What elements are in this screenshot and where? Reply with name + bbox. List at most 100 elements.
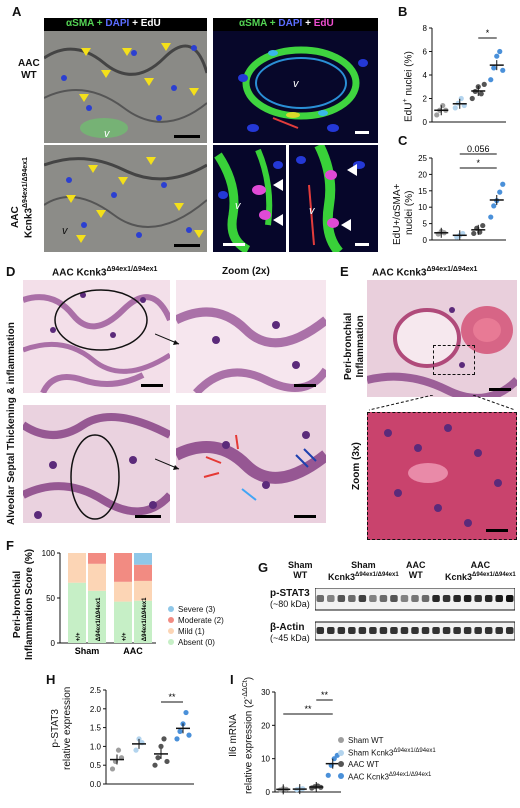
panel-d-label: D xyxy=(6,264,16,279)
g-group-3-l1: AAC xyxy=(406,560,426,570)
y-tick-label: 100 xyxy=(42,549,56,558)
g-group-2-l2: Kcnk3 xyxy=(328,572,356,582)
group-legend-item: AAC WT xyxy=(338,759,436,770)
p-stat3-band xyxy=(463,595,472,602)
f-legend-label: Moderate (2) xyxy=(178,616,224,625)
a-row2-sup: Δ94ex1/Δ94ex1 xyxy=(22,157,29,208)
a-header-dapi-r: DAPI xyxy=(278,18,303,29)
chart-c: 0 5 10 15 20 25 0.056 * xyxy=(418,144,506,245)
data-point xyxy=(186,732,192,738)
histo-e1 xyxy=(367,280,517,397)
y-tick-label: 1.5 xyxy=(90,724,102,733)
y-tick-label: 15 xyxy=(418,187,427,196)
data-point xyxy=(481,81,487,87)
y-tick-label: 20 xyxy=(418,170,427,179)
data-point xyxy=(452,105,458,111)
y-tick-label: 0 xyxy=(266,788,271,797)
f-legend-swatch xyxy=(168,628,174,634)
stacked-bar-segment xyxy=(68,553,86,583)
g-blot-1-label: p-STAT3 (~80 kDa) xyxy=(270,588,310,610)
h-ylabel-line2: relative expression xyxy=(62,686,73,770)
histo-e2 xyxy=(367,412,517,540)
histo-d3 xyxy=(23,405,170,523)
y-tick-label: 10 xyxy=(261,755,270,764)
e-title-sup: Δ94ex1/Δ94ex1 xyxy=(426,266,478,273)
micro-a4: v xyxy=(213,145,286,252)
group-legend-swatch xyxy=(338,760,344,767)
data-point xyxy=(152,762,158,768)
panel-c-label: C xyxy=(398,133,408,148)
p-stat3-band xyxy=(400,595,409,602)
beta-actin-band xyxy=(337,627,346,634)
data-point xyxy=(500,67,506,73)
a-header-edu-r: EdU xyxy=(313,18,334,29)
c-ylabel-line1: EdU+/αSMA+ xyxy=(392,183,403,245)
p-stat3-band xyxy=(442,595,451,602)
group-legend-label: AAC Kcnk3 xyxy=(348,772,389,782)
g-blot-2-size: (~45 kDa) xyxy=(270,633,310,643)
y-tick-label: 10 xyxy=(418,203,427,212)
significance-label: ** xyxy=(168,692,176,702)
e-side-line1: Peri-bronchial xyxy=(343,312,354,380)
chart-b: 0 2 4 6 8 * xyxy=(423,24,506,127)
micro-a5: v xyxy=(289,145,378,252)
f-legend-label: Severe (3) xyxy=(178,605,216,614)
beta-actin-band xyxy=(379,627,388,634)
p-stat3-band xyxy=(505,595,514,602)
data-point xyxy=(161,736,167,742)
e-side-line2: Inflammation xyxy=(355,315,366,378)
a2-vessel-label: v xyxy=(293,78,299,90)
bar-genotype-label: Δ94ex1/Δ94ex1 xyxy=(96,597,102,641)
a1-scale-bar xyxy=(174,135,200,138)
g-group-4-l1: AAC xyxy=(470,560,491,570)
g-group-2-l1: Sham xyxy=(351,560,376,570)
data-point xyxy=(158,743,164,749)
g-group-2-sup: Δ94ex1/Δ94ex1 xyxy=(355,572,399,578)
a3-vessel-label: v xyxy=(62,225,68,237)
stacked-bar-segment xyxy=(134,553,152,565)
p-stat3-band xyxy=(421,595,430,602)
group-legend-item: AAC Kcnk3Δ94ex1/Δ94ex1 xyxy=(338,770,436,783)
data-point xyxy=(497,48,503,55)
a-row1-label: AAC WT xyxy=(18,58,40,82)
beta-actin-band xyxy=(358,627,367,634)
data-point xyxy=(109,766,116,772)
p-stat3-band xyxy=(432,595,440,602)
e-zoom-box xyxy=(433,345,475,375)
h-ylabel: p-STAT3 relative expression xyxy=(50,687,74,770)
f-legend: Severe (3) Moderate (2) Mild (1) Absent (0) xyxy=(168,604,224,648)
d-zoom-arrow-2 xyxy=(155,458,180,470)
y-tick-label: 6 xyxy=(423,48,428,57)
beta-actin-band xyxy=(390,627,398,634)
a3-scale-bar xyxy=(174,244,200,247)
significance-label: 0.056 xyxy=(467,144,490,154)
a-header-sma-r: αSMA + xyxy=(239,18,279,29)
d-title-sup: Δ94ex1/Δ94ex1 xyxy=(106,266,158,273)
p-stat3-band xyxy=(316,595,325,602)
stacked-bar-segment xyxy=(134,564,152,581)
stacked-bar-segment xyxy=(114,601,132,643)
group-legend-sup: Δ94ex1/Δ94ex1 xyxy=(393,748,436,754)
data-point xyxy=(471,230,477,237)
f-legend-label: Absent (0) xyxy=(178,638,215,647)
f-legend-item: Absent (0) xyxy=(168,637,224,648)
beta-actin-band xyxy=(432,627,440,634)
a-row1-line1: AAC xyxy=(18,58,40,69)
stacked-bar-segment xyxy=(114,553,132,582)
e-title: AAC Kcnk3Δ94ex1/Δ94ex1 xyxy=(372,266,477,278)
y-tick-label: 2.0 xyxy=(90,705,102,714)
beta-actin-band xyxy=(463,627,472,634)
i-ylabel: Il6 mRNA relative expression (2-ΔΔCt) xyxy=(228,677,255,794)
d-title: AAC Kcnk3Δ94ex1/Δ94ex1 xyxy=(52,266,157,278)
data-point xyxy=(174,736,180,742)
a1-vessel-label: v xyxy=(104,128,110,140)
a-header-right: αSMA + DAPI + EdU xyxy=(239,18,334,29)
group-legend-label: AAC WT xyxy=(348,759,380,769)
beta-actin-band xyxy=(421,627,430,634)
data-point xyxy=(325,772,331,778)
stacked-bar-segment xyxy=(88,563,106,591)
f-ylabel-line1: Peri-bronchial xyxy=(12,570,23,639)
f-legend-item: Moderate (2) xyxy=(168,615,224,626)
bar-genotype-label: Δ94ex1/Δ94ex1 xyxy=(142,597,148,641)
a-row2-label: AAC xyxy=(10,206,21,228)
